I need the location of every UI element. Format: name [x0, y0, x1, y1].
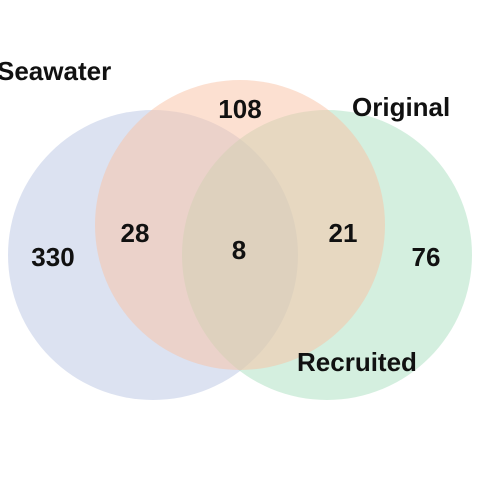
original-only-count: 108	[218, 94, 261, 124]
recruited-only-count: 76	[412, 242, 441, 272]
seawater-label: Seawater	[0, 56, 111, 86]
seawater-only-count: 330	[31, 242, 74, 272]
original-label: Original	[352, 92, 450, 122]
seawater-original-count: 28	[121, 218, 150, 248]
original-circle	[95, 80, 385, 370]
original-recruited-count: 21	[329, 218, 358, 248]
all-three-count: 8	[232, 235, 246, 265]
recruited-label: Recruited	[297, 347, 417, 377]
